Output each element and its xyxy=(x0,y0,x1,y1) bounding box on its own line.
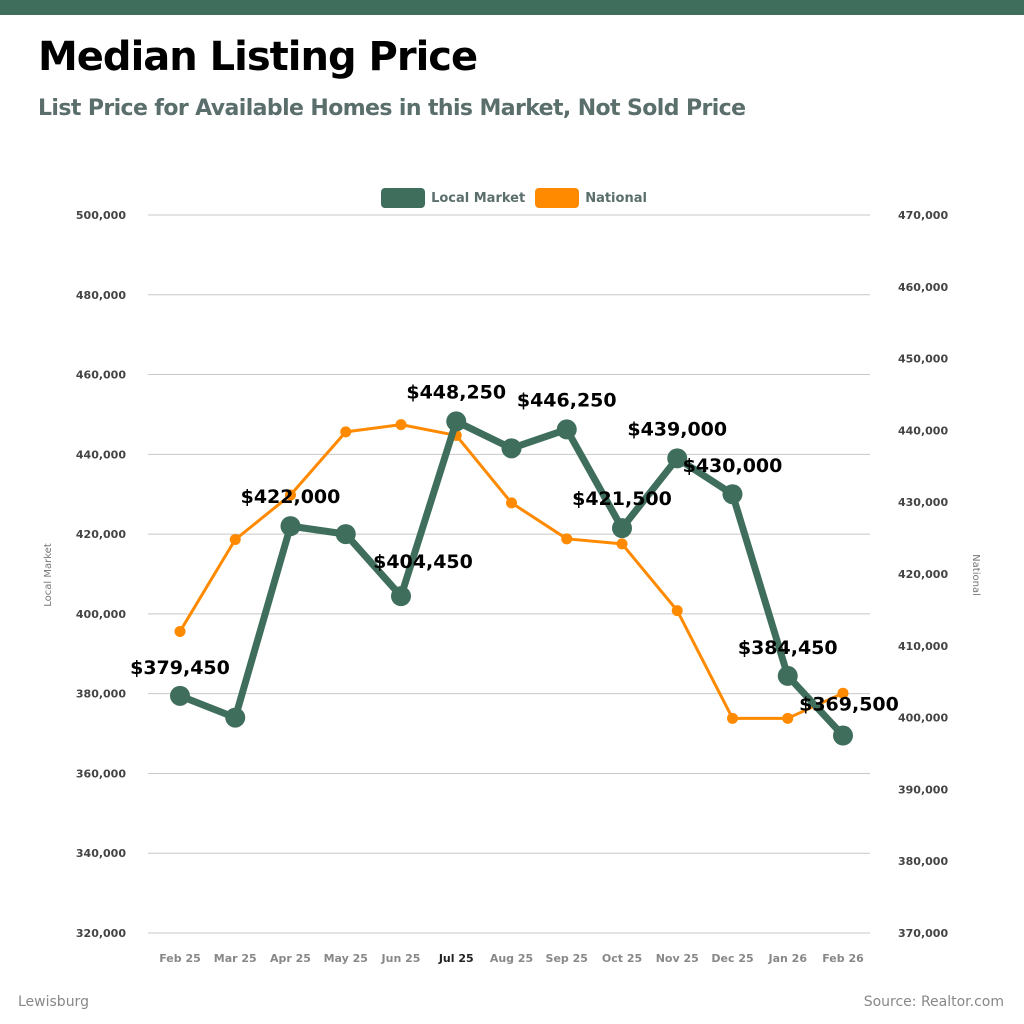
y-right-tick-label: 460,000 xyxy=(898,281,948,294)
national-point-oct-25 xyxy=(616,538,628,550)
y-right-tick-label: 430,000 xyxy=(898,496,948,509)
national-point-nov-25 xyxy=(671,605,683,617)
legend-swatch-local xyxy=(381,188,426,208)
gridlines xyxy=(148,214,870,934)
x-tick-label: Jun 25 xyxy=(381,952,421,965)
x-tick-label: Apr 25 xyxy=(270,952,311,965)
y-right-tick-label: 370,000 xyxy=(898,927,948,940)
local-point-feb-25 xyxy=(170,685,190,706)
legend-item-national[interactable]: National xyxy=(535,188,647,208)
local-point-jan-26 xyxy=(777,665,798,686)
local-point-apr-25 xyxy=(280,516,301,537)
national-point-aug-25 xyxy=(506,497,517,509)
y-left-tick-label: 360,000 xyxy=(76,767,126,780)
national-point-feb-26 xyxy=(837,687,849,699)
y-axis-left-title: Local Market xyxy=(43,543,54,607)
y-axis-right-title: National xyxy=(970,554,981,596)
y-right-tick-label: 470,000 xyxy=(898,209,948,222)
data-label-local: $421,500 xyxy=(572,488,672,510)
x-tick-label: Sep 25 xyxy=(546,952,588,965)
data-label-local: $404,450 xyxy=(373,551,473,573)
y-left-tick-label: 340,000 xyxy=(76,847,126,860)
y-left-tick-label: 380,000 xyxy=(76,688,126,701)
data-label-local: $379,450 xyxy=(130,657,230,679)
y-left-tick-label: 420,000 xyxy=(76,528,126,541)
top-brand-bar xyxy=(0,0,1024,15)
y-right-tick-label: 440,000 xyxy=(898,424,948,437)
y-axis-left: 320,000 340,000 360,000 380,000 400,000 420,0… xyxy=(76,209,126,940)
local-point-oct-25 xyxy=(612,518,632,539)
x-tick-label: Aug 25 xyxy=(490,952,533,965)
y-left-tick-label: 480,000 xyxy=(76,289,126,302)
local-point-mar-25 xyxy=(225,707,246,728)
x-tick-label: Mar 25 xyxy=(214,952,257,965)
series-national xyxy=(174,419,849,724)
series-local xyxy=(170,411,853,746)
legend-label-local: Local Market xyxy=(431,190,526,206)
local-point-feb-26 xyxy=(833,725,853,746)
national-point-jun-25 xyxy=(395,419,407,431)
national-point-sep-25 xyxy=(561,533,573,545)
y-right-tick-label: 380,000 xyxy=(898,855,948,868)
x-tick-label: Oct 25 xyxy=(602,952,642,965)
x-tick-label: Feb 26 xyxy=(822,952,864,965)
y-left-tick-label: 400,000 xyxy=(76,608,126,621)
local-point-may-25 xyxy=(335,524,356,545)
national-point-dec-25 xyxy=(727,712,738,724)
y-right-tick-label: 390,000 xyxy=(898,783,948,796)
legend-item-local[interactable]: Local Market xyxy=(381,188,525,208)
local-point-jul-25 xyxy=(446,411,467,432)
data-labels: $379,450 $422,000 $404,450 $448,250 $446,250… xyxy=(130,381,899,715)
data-label-local: $422,000 xyxy=(241,486,341,508)
national-point-feb-25 xyxy=(174,625,186,637)
local-point-jun-25 xyxy=(391,586,411,607)
national-point-mar-25 xyxy=(229,534,241,546)
y-left-tick-label: 500,000 xyxy=(76,209,126,222)
footer-source: Source: Realtor.com xyxy=(863,994,1004,1010)
local-point-aug-25 xyxy=(501,438,522,459)
y-right-tick-label: 450,000 xyxy=(898,353,948,366)
national-point-jan-26 xyxy=(782,712,794,724)
x-tick-label: Jul 25 xyxy=(438,952,474,965)
data-label-local: $384,450 xyxy=(738,637,838,659)
x-tick-label: Nov 25 xyxy=(656,952,699,965)
y-axis-right: 370,000 380,000 390,000 400,000 410,000 420,0… xyxy=(898,209,948,940)
page-subtitle: List Price for Available Homes in this M… xyxy=(38,96,746,121)
data-label-local: $430,000 xyxy=(683,455,783,477)
x-tick-label: May 25 xyxy=(324,952,368,965)
page-title: Median Listing Price xyxy=(38,34,478,80)
y-right-tick-label: 420,000 xyxy=(898,568,948,581)
y-left-tick-label: 320,000 xyxy=(76,927,126,940)
x-tick-label: Dec 25 xyxy=(711,952,753,965)
data-label-local: $448,250 xyxy=(406,381,506,403)
x-tick-label: Jan 26 xyxy=(768,952,808,965)
y-right-tick-label: 410,000 xyxy=(898,640,948,653)
chart-legend: Local Market National xyxy=(0,188,1024,208)
data-label-local: $369,500 xyxy=(799,694,899,716)
local-point-sep-25 xyxy=(556,419,577,440)
legend-label-national: National xyxy=(585,190,647,206)
local-point-dec-25 xyxy=(722,484,743,505)
x-tick-label: Feb 25 xyxy=(159,952,201,965)
national-point-may-25 xyxy=(340,426,352,438)
y-left-tick-label: 440,000 xyxy=(76,448,126,461)
footer-location: Lewisburg xyxy=(18,994,89,1010)
data-label-local: $439,000 xyxy=(627,418,727,440)
x-axis: Feb 25 Mar 25 Apr 25 May 25 Jun 25 Jul 25 Aug … xyxy=(159,952,864,965)
y-right-tick-label: 400,000 xyxy=(898,712,948,725)
y-left-tick-label: 460,000 xyxy=(76,369,126,382)
data-label-local: $446,250 xyxy=(517,389,617,411)
local-point-nov-25 xyxy=(667,448,688,469)
legend-swatch-national xyxy=(535,188,580,208)
national-point-apr-25 xyxy=(285,489,296,501)
